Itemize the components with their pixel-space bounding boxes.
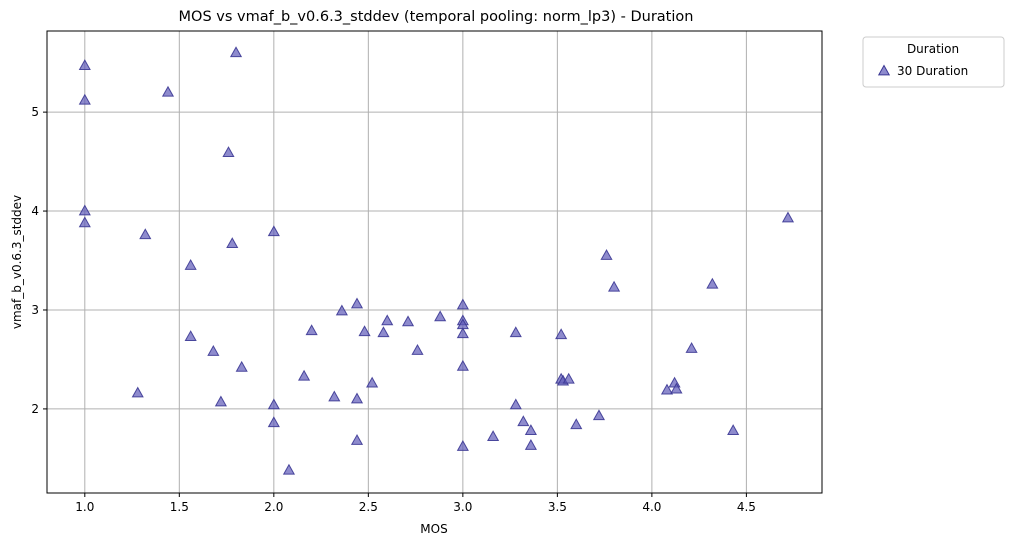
data-point: [267, 416, 280, 428]
data-point: [592, 409, 606, 421]
x-tick-label: 4.5: [737, 500, 756, 514]
data-point: [350, 297, 364, 309]
data-point: [78, 204, 91, 216]
data-point: [456, 439, 469, 451]
data-point: [411, 344, 424, 355]
data-point: [524, 438, 537, 450]
data-point: [727, 424, 740, 436]
data-point: [297, 369, 311, 381]
data-point: [184, 330, 197, 342]
data-point: [570, 418, 583, 430]
data-point: [222, 146, 235, 158]
data-point: [401, 315, 415, 327]
data-point: [335, 304, 348, 316]
data-point: [328, 390, 341, 402]
data-point: [267, 225, 280, 237]
x-axis-ticks: 1.0 1.5 2.0 2.5 3.0 3.5 4.0 4.5: [75, 493, 756, 514]
x-tick-label: 3.5: [548, 500, 567, 514]
data-point: [555, 328, 568, 340]
data-point: [434, 310, 447, 322]
data-point: [78, 59, 91, 70]
data-point: [214, 395, 227, 407]
legend-box: [862, 36, 1005, 88]
data-point: [456, 298, 469, 310]
x-tick-label: 3.0: [453, 500, 472, 514]
data-point: [562, 372, 575, 384]
x-axis-label: MOS: [420, 522, 447, 536]
data-point: [78, 216, 91, 228]
y-tick-label: 4: [31, 204, 39, 218]
x-tick-label: 1.5: [170, 500, 189, 514]
data-point: [607, 280, 621, 292]
legend-marker-triangle: [877, 64, 891, 76]
data-point: [600, 249, 613, 260]
data-point: [670, 382, 683, 394]
data-point: [366, 376, 379, 388]
data-point: [456, 359, 469, 371]
y-axis-label: vmaf_b_v0.6.3_stddev: [10, 195, 24, 329]
data-point: [377, 326, 390, 338]
data-point: [161, 85, 175, 97]
data-point: [305, 324, 318, 336]
y-tick-label: 5: [31, 105, 39, 119]
data-point: [509, 398, 522, 410]
data-point: [350, 392, 364, 404]
data-point: [184, 258, 197, 270]
data-point: [781, 211, 795, 223]
x-tick-label: 2.0: [264, 500, 283, 514]
grid: [47, 31, 822, 493]
legend: Duration 30 Duration: [862, 36, 1005, 88]
data-point: [685, 342, 698, 353]
data-point: [381, 314, 394, 326]
data-point: [350, 434, 364, 445]
data-point: [131, 386, 144, 398]
data-point: [660, 383, 674, 395]
legend-title: Duration: [907, 42, 959, 56]
chart-title: MOS vs vmaf_b_v0.6.3_stddev (temporal po…: [179, 9, 694, 25]
data-point: [524, 424, 537, 436]
data-point: [139, 228, 152, 240]
legend-series-label: 30 Duration: [897, 64, 968, 78]
data-points: [78, 46, 795, 475]
x-tick-label: 2.5: [359, 500, 378, 514]
data-point: [282, 463, 296, 475]
data-point: [235, 360, 248, 372]
y-axis-ticks: 2 3 4 5: [31, 105, 47, 416]
data-point: [78, 93, 91, 105]
data-point: [706, 277, 719, 289]
data-point: [358, 325, 371, 337]
data-point: [517, 415, 530, 427]
data-point: [226, 237, 239, 249]
y-tick-label: 3: [31, 303, 39, 317]
x-tick-label: 1.0: [75, 500, 94, 514]
plot-frame: [46, 30, 823, 494]
data-point: [487, 430, 500, 441]
data-point: [509, 326, 522, 338]
x-tick-label: 4.0: [642, 500, 661, 514]
y-tick-label: 2: [31, 402, 39, 416]
data-point: [456, 327, 469, 339]
data-point: [207, 345, 220, 356]
data-point: [229, 46, 243, 58]
data-point: [267, 398, 280, 410]
